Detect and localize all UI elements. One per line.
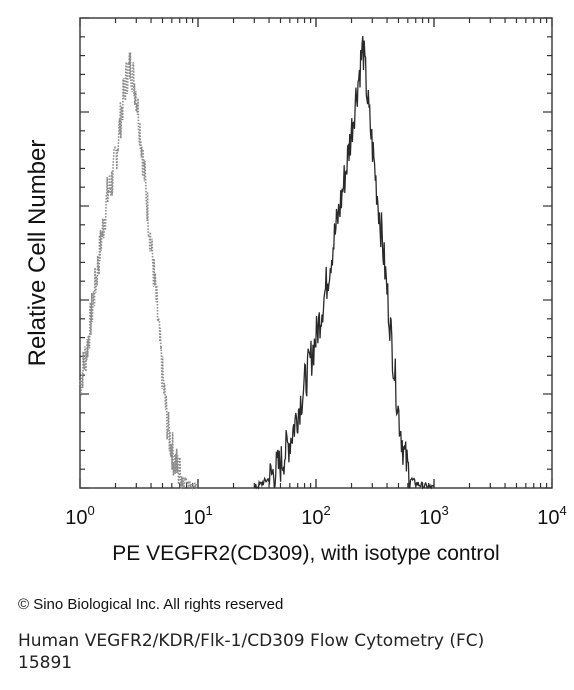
x-tick-exponent: 3 <box>442 503 449 518</box>
x-tick-base: 10 <box>183 507 205 529</box>
x-tick-label: 104 <box>537 503 566 529</box>
series-layer <box>79 35 435 491</box>
x-axis-label: PE VEGFR2(CD309), with isotype control <box>112 542 499 565</box>
y-axis-label: Relative Cell Number <box>24 140 51 367</box>
x-tick-exponent: 2 <box>324 503 331 518</box>
flow-cytometry-histogram: 100 101 102 103 104 PE VEGFR2(CD309), with i… <box>24 17 567 565</box>
y-axis-ticks <box>80 17 552 489</box>
caption-id: 15891 <box>18 653 73 673</box>
copyright-notice: © Sino Biological Inc. All rights reserv… <box>18 596 284 613</box>
x-tick-base: 10 <box>301 507 323 529</box>
x-tick-base: 10 <box>65 507 87 529</box>
x-tick-label: 102 <box>301 503 330 529</box>
x-tick-label: 101 <box>183 503 212 529</box>
isotype-control-histogram <box>79 52 198 491</box>
plot-frame <box>79 17 553 489</box>
caption-title: Human VEGFR2/KDR/Flk-1/CD309 Flow Cytome… <box>18 631 485 651</box>
x-axis-tick-labels: 100 101 102 103 104 <box>65 503 566 529</box>
x-tick-label: 103 <box>419 503 448 529</box>
minor-ticks <box>79 18 553 488</box>
x-tick-exponent: 1 <box>206 503 213 518</box>
x-tick-exponent: 4 <box>560 503 567 518</box>
x-tick-base: 10 <box>537 507 559 529</box>
vegfr2-histogram <box>253 35 435 490</box>
figure-caption: Human VEGFR2/KDR/Flk-1/CD309 Flow Cytome… <box>18 630 574 674</box>
x-tick-base: 10 <box>419 507 441 529</box>
x-tick-exponent: 0 <box>88 503 95 518</box>
x-tick-label: 100 <box>65 503 94 529</box>
